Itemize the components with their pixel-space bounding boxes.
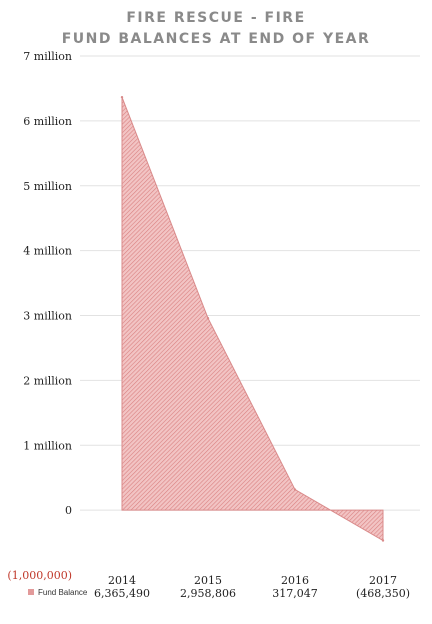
data-point	[206, 316, 210, 320]
y-tick-label: 6 million	[23, 115, 72, 128]
y-tick-label: 4 million	[23, 245, 72, 258]
legend-label: Fund Balance	[38, 588, 88, 597]
x-category-label: 2017	[369, 574, 397, 587]
legend-swatch	[28, 589, 34, 595]
x-value-label: 2,958,806	[180, 587, 236, 600]
chart-title-line1: FIRE RESCUE - FIRE	[126, 10, 306, 26]
y-tick-label: 7 million	[23, 50, 72, 63]
data-point	[381, 539, 385, 542]
x-category-label: 2014	[108, 574, 136, 587]
x-value-label: (468,350)	[356, 587, 410, 600]
x-category-label: 2015	[194, 574, 222, 587]
y-tick-label: 3 million	[23, 310, 72, 323]
x-value-label: 317,047	[272, 587, 318, 600]
x-category-label: 2016	[281, 574, 309, 587]
y-tick-label: 1 million	[23, 439, 72, 452]
fund-balance-area	[121, 96, 384, 542]
chart-title-line2: FUND BALANCES AT END OF YEAR	[61, 31, 371, 47]
x-value-label: 6,365,490	[94, 587, 150, 600]
y-tick-label: 0	[65, 504, 72, 517]
data-point	[293, 488, 297, 491]
y-tick-label: (1,000,000)	[7, 569, 72, 582]
y-tick-label: 2 million	[23, 374, 72, 387]
y-tick-label: 5 million	[23, 180, 72, 193]
data-point	[120, 95, 124, 99]
